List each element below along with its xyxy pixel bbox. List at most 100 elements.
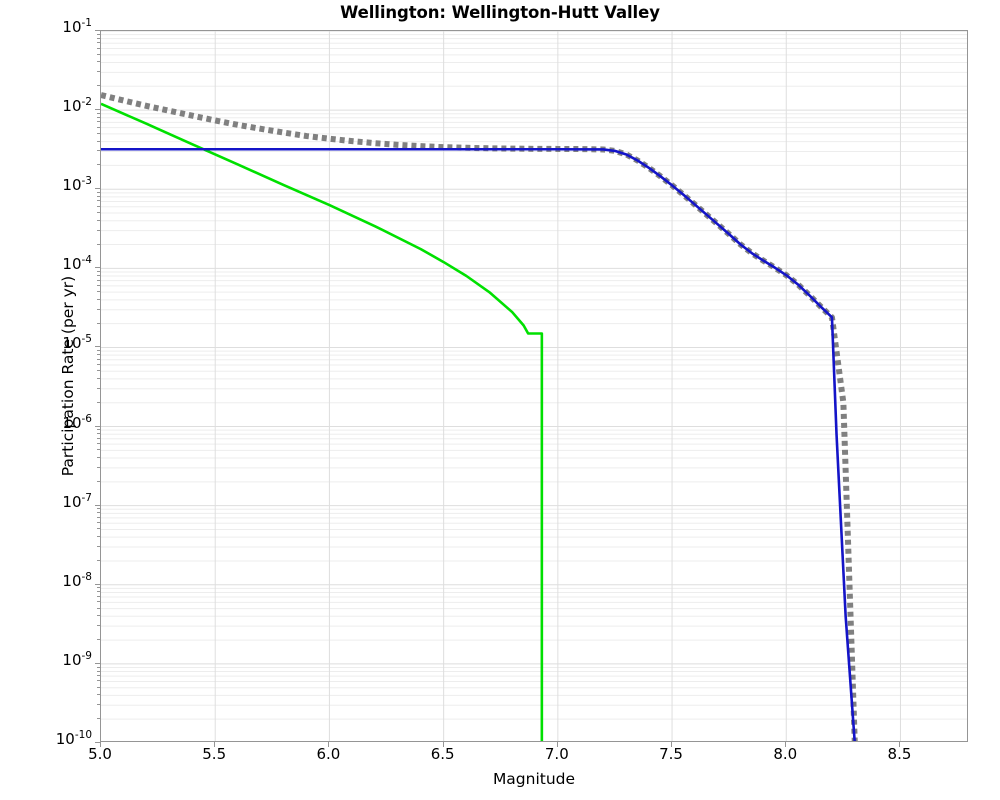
y-minor-tick-mark [97, 200, 100, 202]
y-minor-tick-mark [97, 126, 100, 128]
y-tick-label: 10-2 [62, 96, 92, 116]
y-minor-tick-mark [97, 607, 100, 609]
y-minor-tick-mark [97, 639, 100, 641]
y-minor-tick-mark [97, 512, 100, 514]
y-minor-tick-mark [97, 85, 100, 87]
y-minor-tick-mark [97, 480, 100, 482]
series-background-gr-green [101, 102, 544, 741]
x-tick-label: 5.0 [88, 745, 112, 763]
y-minor-tick-mark [97, 350, 100, 352]
y-minor-tick-mark [97, 284, 100, 286]
y-tick-label: 10-10 [55, 729, 92, 748]
plot-area [100, 30, 968, 742]
y-minor-tick-mark [97, 270, 100, 272]
y-minor-tick-mark [97, 219, 100, 221]
y-tick-mark [95, 425, 100, 427]
y-minor-tick-mark [97, 559, 100, 561]
y-minor-tick-mark [97, 164, 100, 166]
y-minor-tick-mark [97, 33, 100, 35]
x-tick-mark [328, 742, 330, 747]
series-fault-rate-blue [101, 147, 856, 741]
y-minor-tick-mark [97, 694, 100, 696]
y-minor-tick-mark [97, 42, 100, 44]
y-minor-tick-mark [97, 243, 100, 245]
y-minor-tick-mark [97, 140, 100, 142]
y-minor-tick-mark [97, 615, 100, 617]
y-minor-tick-mark [97, 508, 100, 510]
y-minor-tick-mark [97, 437, 100, 439]
y-tick-mark [95, 267, 100, 269]
y-minor-tick-mark [97, 71, 100, 73]
y-minor-tick-mark [97, 191, 100, 193]
y-tick-label: 10-9 [62, 649, 92, 669]
y-minor-tick-mark [97, 457, 100, 459]
y-minor-tick-mark [97, 546, 100, 548]
y-minor-tick-mark [97, 132, 100, 134]
y-minor-tick-mark [97, 121, 100, 123]
y-minor-tick-mark [97, 308, 100, 310]
y-minor-tick-mark [97, 675, 100, 677]
y-tick-mark [95, 109, 100, 111]
y-minor-tick-mark [97, 377, 100, 379]
y-minor-tick-mark [97, 666, 100, 668]
y-minor-tick-mark [97, 354, 100, 356]
y-minor-tick-mark [97, 37, 100, 39]
x-axis-label: Magnitude [492, 770, 576, 788]
y-minor-tick-mark [97, 686, 100, 688]
y-minor-tick-mark [97, 401, 100, 403]
y-minor-tick-mark [97, 625, 100, 627]
y-minor-tick-mark [97, 528, 100, 530]
y-minor-tick-mark [97, 443, 100, 445]
y-minor-tick-mark [97, 358, 100, 360]
y-tick-mark [95, 583, 100, 585]
x-tick-label: 6.5 [430, 745, 455, 763]
y-minor-tick-mark [97, 291, 100, 293]
y-tick-label: 10-8 [62, 570, 92, 590]
y-minor-tick-mark [97, 536, 100, 538]
y-minor-tick-mark [97, 601, 100, 603]
x-tick-mark [556, 742, 558, 747]
y-minor-tick-mark [97, 516, 100, 518]
x-tick-mark [442, 742, 444, 747]
y-minor-tick-mark [97, 718, 100, 720]
y-minor-tick-mark [97, 387, 100, 389]
y-tick-label: 10-6 [62, 412, 92, 432]
y-minor-tick-mark [97, 363, 100, 365]
y-minor-tick-mark [97, 275, 100, 276]
y-minor-tick-mark [97, 466, 100, 468]
x-tick-label: 7.0 [544, 745, 569, 763]
y-minor-tick-mark [97, 212, 100, 214]
y-minor-tick-mark [97, 47, 100, 49]
x-tick-mark [671, 742, 673, 747]
y-tick-label: 10-4 [62, 254, 92, 274]
y-minor-tick-mark [97, 596, 100, 598]
y-minor-tick-mark [97, 680, 100, 682]
y-minor-tick-mark [97, 591, 100, 593]
y-minor-tick-mark [97, 279, 100, 281]
y-tick-label: 10-7 [62, 491, 92, 511]
y-minor-tick-mark [97, 229, 100, 231]
x-tick-label: 8.5 [887, 745, 912, 763]
page-title: Wellington: Wellington-Hutt Valley [340, 3, 660, 22]
y-minor-tick-mark [97, 112, 100, 114]
y-axis-label: Participation Rate (per yr) [59, 275, 77, 477]
x-tick-label: 8.0 [773, 745, 798, 763]
y-minor-tick-mark [97, 298, 100, 300]
y-minor-tick-mark [97, 205, 100, 207]
y-minor-tick-mark [97, 587, 100, 589]
y-tick-mark [95, 504, 100, 506]
x-tick-label: 6.0 [316, 745, 341, 763]
y-minor-tick-mark [97, 433, 100, 435]
y-minor-tick-mark [97, 150, 100, 152]
x-tick-mark [785, 742, 787, 747]
y-minor-tick-mark [97, 670, 100, 672]
x-tick-label: 5.5 [202, 745, 227, 763]
y-minor-tick-mark [97, 429, 100, 431]
y-minor-tick-mark [97, 53, 100, 55]
y-minor-tick-mark [97, 322, 100, 324]
data-series-group [101, 92, 858, 741]
x-tick-mark [899, 742, 901, 747]
y-tick-label: 10-3 [62, 175, 92, 195]
x-tick-mark [100, 742, 101, 747]
